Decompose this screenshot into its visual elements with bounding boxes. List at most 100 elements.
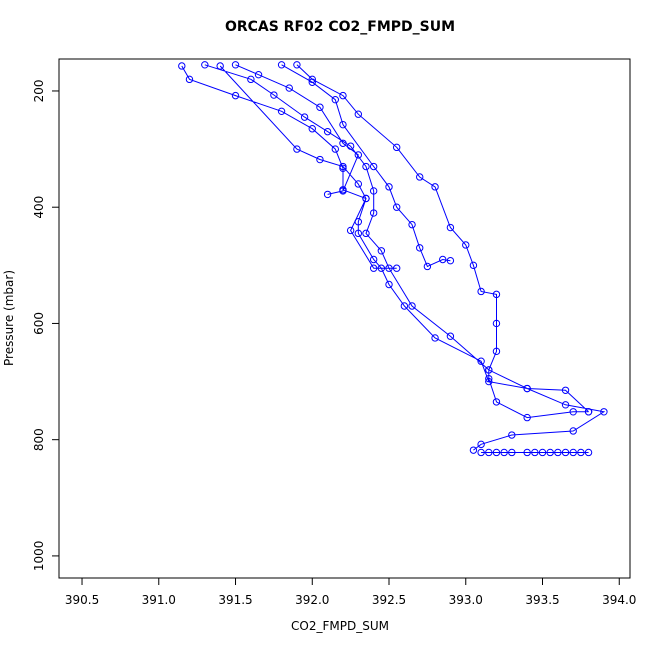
data-point bbox=[339, 187, 347, 195]
y-tick-label: 400 bbox=[32, 196, 46, 219]
data-point bbox=[385, 280, 393, 289]
y-tick-label: 600 bbox=[32, 312, 46, 335]
data-point bbox=[569, 448, 577, 457]
data-point bbox=[416, 244, 424, 252]
data-point bbox=[446, 332, 455, 340]
data-point bbox=[416, 173, 424, 181]
data-point bbox=[492, 319, 501, 328]
data-point bbox=[523, 448, 531, 457]
data-point bbox=[561, 401, 570, 409]
data-point bbox=[308, 78, 316, 86]
data-point bbox=[446, 223, 455, 232]
data-point bbox=[339, 139, 347, 147]
data-point bbox=[584, 408, 593, 416]
data-point bbox=[385, 183, 393, 191]
data-point bbox=[485, 448, 493, 457]
data-point bbox=[485, 377, 493, 386]
y-tick-label: 200 bbox=[32, 80, 46, 103]
data-point bbox=[492, 347, 501, 356]
data-point bbox=[477, 287, 485, 296]
data-point bbox=[477, 440, 485, 449]
data-point bbox=[362, 194, 370, 203]
data-point bbox=[492, 290, 501, 299]
data-point bbox=[400, 302, 409, 310]
data-point bbox=[577, 448, 585, 457]
x-tick-label: 391.5 bbox=[218, 593, 252, 607]
data-point bbox=[492, 448, 501, 457]
x-tick-label: 391.0 bbox=[142, 593, 176, 607]
data-point bbox=[446, 256, 455, 265]
data-point bbox=[385, 264, 393, 272]
data-point bbox=[346, 142, 355, 150]
data-point bbox=[500, 448, 508, 457]
data-point bbox=[523, 413, 531, 422]
data-point bbox=[354, 218, 363, 226]
data-point bbox=[485, 366, 493, 374]
data-point bbox=[354, 229, 363, 238]
data-point bbox=[508, 448, 516, 457]
data-point bbox=[362, 229, 370, 238]
data-point bbox=[362, 162, 370, 171]
x-axis-label: CO2_FMPD_SUM bbox=[291, 619, 389, 633]
data-point bbox=[277, 61, 286, 69]
data-point bbox=[431, 183, 439, 191]
data-point bbox=[331, 145, 339, 153]
x-tick-label: 392.5 bbox=[372, 593, 406, 607]
data-point bbox=[485, 374, 493, 383]
data-point bbox=[354, 151, 363, 159]
data-point bbox=[377, 264, 386, 272]
data-point bbox=[354, 180, 363, 188]
data-point bbox=[369, 162, 378, 171]
data-point bbox=[285, 84, 293, 92]
data-point bbox=[369, 255, 378, 264]
data-point bbox=[369, 187, 378, 195]
data-point bbox=[316, 155, 324, 164]
data-point bbox=[469, 446, 478, 454]
data-point bbox=[185, 75, 194, 84]
data-point bbox=[392, 203, 401, 211]
data-point bbox=[339, 120, 347, 129]
data-point bbox=[600, 408, 608, 416]
data-point bbox=[377, 247, 386, 255]
data-point bbox=[369, 209, 378, 217]
data-point bbox=[323, 190, 332, 199]
y-tick-label: 800 bbox=[32, 428, 46, 451]
data-point bbox=[469, 261, 478, 270]
data-point bbox=[277, 107, 286, 116]
data-point bbox=[477, 448, 485, 457]
data-point bbox=[300, 113, 309, 121]
data-point bbox=[293, 61, 301, 69]
data-point bbox=[270, 91, 278, 99]
data-point bbox=[462, 241, 470, 249]
data-point bbox=[408, 220, 416, 229]
data-point bbox=[216, 62, 224, 70]
data-point bbox=[408, 302, 416, 310]
data-line bbox=[181, 64, 606, 453]
data-point bbox=[492, 398, 501, 406]
data-point bbox=[254, 70, 263, 79]
data-point bbox=[308, 125, 316, 133]
data-point bbox=[561, 448, 570, 457]
data-point bbox=[339, 91, 347, 100]
data-point bbox=[308, 75, 316, 84]
data-point bbox=[247, 75, 255, 84]
x-tick-label: 394.0 bbox=[602, 593, 636, 607]
data-point bbox=[201, 61, 209, 69]
data-point bbox=[554, 448, 562, 457]
data-point bbox=[423, 262, 432, 271]
data-point bbox=[354, 110, 363, 118]
data-point bbox=[439, 255, 447, 264]
data-point bbox=[331, 95, 339, 104]
chart-title: ORCAS RF02 CO2_FMPD_SUM bbox=[225, 19, 455, 35]
data-point bbox=[293, 145, 301, 153]
x-tick-label: 390.5 bbox=[65, 593, 99, 607]
data-point bbox=[369, 264, 378, 272]
x-tick-label: 393.0 bbox=[449, 593, 483, 607]
data-point bbox=[392, 264, 401, 272]
data-point bbox=[178, 62, 186, 70]
x-tick-label: 392.0 bbox=[295, 593, 329, 607]
data-point bbox=[531, 448, 539, 457]
data-point bbox=[569, 427, 577, 435]
y-tick-label: 1000 bbox=[32, 541, 46, 572]
